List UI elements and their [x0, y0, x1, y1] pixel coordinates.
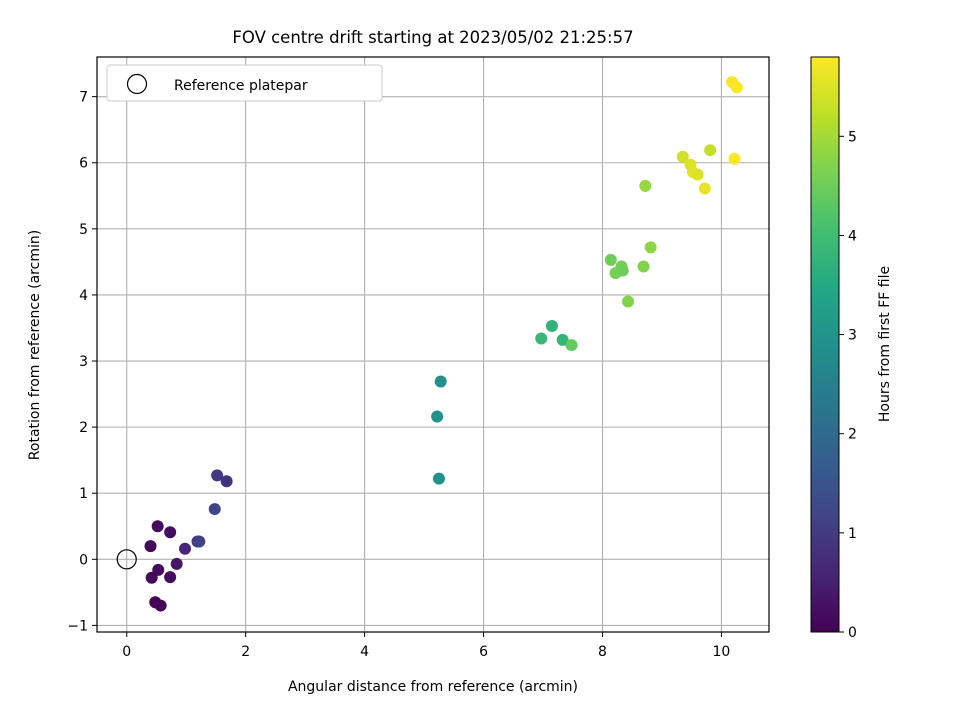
reference-layer: [116, 549, 137, 570]
reference-marker: [116, 549, 137, 570]
data-point: [616, 264, 629, 277]
plot-background: [97, 57, 769, 632]
colorbar-tick-label: 5: [848, 129, 857, 145]
data-point: [535, 332, 548, 345]
x-axis-ticks: 0 2 4 6 8 10: [122, 632, 730, 660]
x-tick-label: 4: [360, 644, 369, 660]
data-point: [644, 241, 657, 254]
y-tick-label: 6: [79, 156, 88, 172]
data-point: [604, 253, 617, 266]
colorbar-tick-label: 1: [848, 526, 857, 542]
colorbar: 0 1 2 3 4 5 Hours from first FF file: [810, 56, 893, 641]
x-tick-label: 8: [598, 644, 607, 660]
legend-box: [106, 64, 383, 102]
data-point: [151, 520, 164, 533]
legend: Reference platepar: [106, 64, 383, 102]
data-point: [691, 168, 704, 181]
x-axis-label: Angular distance from reference (arcmin): [288, 679, 578, 695]
data-point: [556, 333, 569, 346]
data-point: [432, 472, 445, 485]
data-point: [164, 526, 177, 539]
y-tick-label: 4: [79, 288, 88, 304]
data-point: [639, 179, 652, 192]
data-point: [179, 542, 192, 555]
data-point: [154, 599, 167, 612]
y-tick-label: 1: [79, 486, 88, 502]
data-point: [434, 375, 447, 388]
data-point: [431, 410, 444, 423]
x-tick-label: 6: [479, 644, 488, 660]
y-tick-label: 5: [79, 222, 88, 238]
data-point: [170, 557, 183, 570]
data-point: [193, 535, 206, 548]
data-point: [704, 144, 717, 157]
y-tick-label: 3: [79, 354, 88, 370]
data-points: [144, 76, 743, 612]
data-point: [152, 563, 165, 576]
x-tick-label: 0: [122, 644, 131, 660]
colorbar-tick-label: 3: [848, 328, 857, 344]
data-point: [637, 260, 650, 273]
x-tick-label: 2: [241, 644, 250, 660]
y-axis-ticks: −1 0 1 2 3 4 5 6 7: [67, 90, 97, 634]
legend-label-reference: Reference platepar: [174, 78, 308, 94]
y-tick-label: −1: [67, 618, 88, 634]
y-axis-label: Rotation from reference (arcmin): [27, 230, 43, 460]
x-tick-label: 10: [713, 644, 731, 660]
data-point: [730, 81, 743, 94]
y-tick-label: 2: [79, 420, 88, 436]
colorbar-gradient: [811, 57, 839, 632]
data-point: [145, 571, 158, 584]
data-point: [211, 469, 224, 482]
data-point: [622, 295, 635, 308]
colorbar-tick-label: 0: [848, 625, 857, 641]
data-point: [728, 152, 741, 165]
data-point: [545, 319, 558, 332]
data-point: [164, 571, 177, 584]
data-point: [208, 503, 221, 516]
data-point: [698, 182, 711, 195]
data-point: [144, 540, 157, 553]
data-point: [220, 475, 233, 488]
chart-title: FOV centre drift starting at 2023/05/02 …: [232, 28, 633, 47]
colorbar-tick-label: 4: [848, 228, 857, 244]
colorbar-label: Hours from first FF file: [877, 266, 893, 422]
data-point: [676, 150, 689, 163]
y-tick-label: 7: [79, 90, 88, 106]
legend-marker-reference: [126, 73, 148, 95]
y-tick-label: 0: [79, 552, 88, 568]
colorbar-frame: [810, 56, 840, 633]
grid-lines: [97, 57, 769, 632]
colorbar-tick-label: 2: [848, 427, 857, 443]
colorbar-ticks: 0 1 2 3 4 5: [839, 129, 857, 641]
plot-frame: [96, 56, 770, 633]
data-point: [565, 339, 578, 352]
